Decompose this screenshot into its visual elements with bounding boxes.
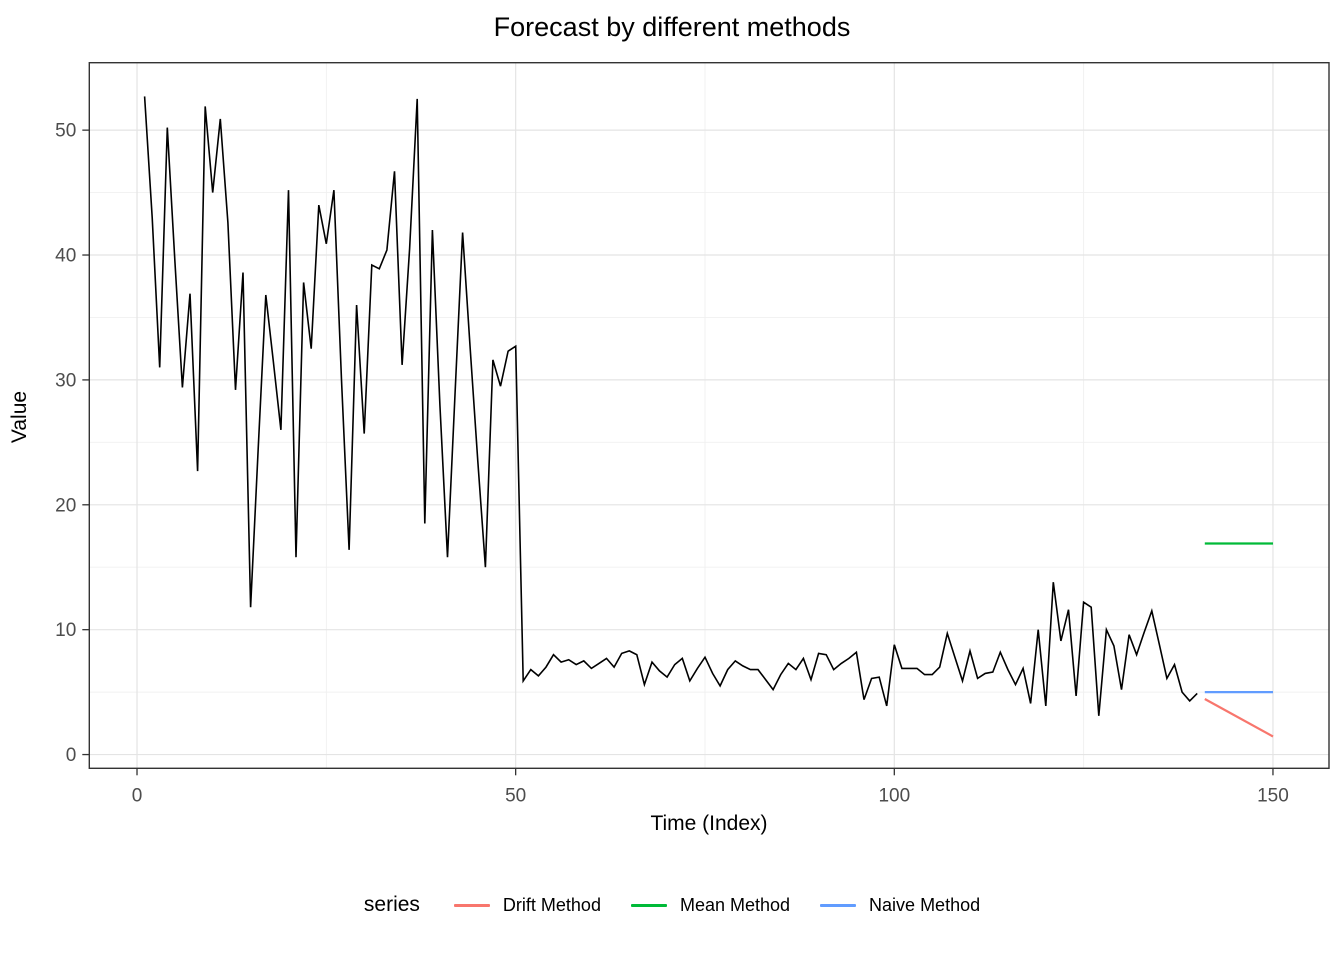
y-tick-label: 40 [55,246,76,267]
y-tick-label: 10 [55,620,76,641]
y-tick-label: 0 [66,745,77,766]
x-axis-title: Time (Index) [650,812,768,835]
legend-label: Drift Method [502,894,601,915]
panel-background [89,62,1329,769]
legend-label: Mean Method [679,894,791,915]
legend-item-naive-method: Naive Method [820,895,980,916]
legend-key-line [453,903,490,907]
legend-item-drift-method: Drift Method [453,894,601,916]
series-line-observed [143,96,1198,716]
legend-key-line [820,903,857,907]
panel-border [88,62,1330,769]
chart-title: Forecast by different methods [493,12,851,42]
legend-item-mean-method: Mean Method [630,894,791,916]
legend-title: series [363,893,420,916]
x-tick-label: 0 [132,785,143,806]
y-tick-label: 50 [55,121,76,142]
x-tick-label: 150 [1257,785,1289,806]
series-line-drift-method [1204,698,1274,738]
legend-key-line [630,903,667,907]
y-axis-title: Value [8,390,31,444]
x-tick-label: 50 [505,785,526,806]
legend-label: Naive Method [869,894,981,915]
y-tick-label: 20 [55,495,76,516]
legend: series Drift Method Mean Method Naive Meth… [0,893,1344,917]
x-tick-label: 100 [878,785,910,806]
y-tick-label: 30 [55,370,76,391]
